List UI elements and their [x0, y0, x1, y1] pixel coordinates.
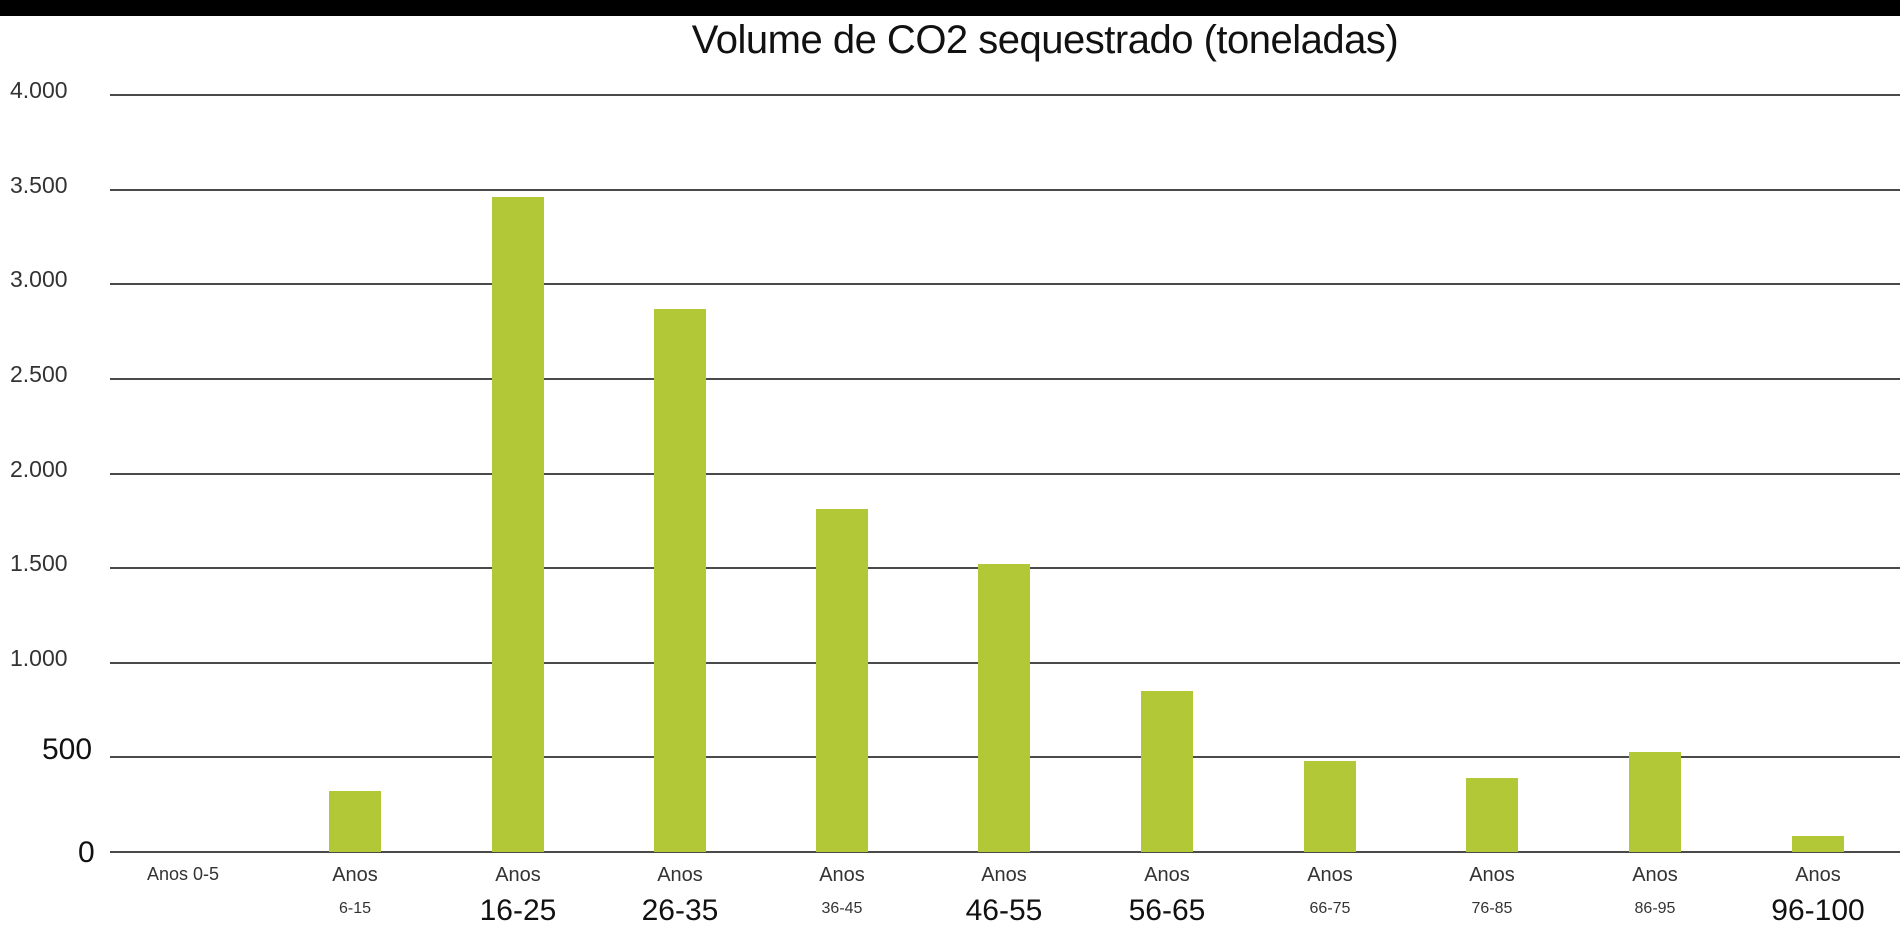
x-tick-label-line2: 26-35: [641, 894, 719, 927]
plot-area: [110, 94, 1900, 853]
x-tick-label: Anos 26-35: [610, 864, 750, 928]
bar: [816, 509, 868, 852]
x-tick-label-line1: Anos: [495, 864, 541, 886]
y-tick-label: 1.500: [10, 550, 68, 577]
x-tick-label-line1: Anos: [1632, 864, 1678, 886]
x-tick-label: Anos 16-25: [448, 864, 588, 928]
x-tick-label: Anos 66-75: [1260, 864, 1400, 918]
bar: [1141, 691, 1193, 852]
y-tick-label: 0: [78, 836, 95, 869]
x-tick-label-line2: 46-55: [965, 894, 1043, 927]
bar: [1466, 778, 1518, 852]
x-tick-label-line2: 56-65: [1128, 894, 1206, 927]
bar: [1792, 835, 1844, 852]
x-tick-label-line1: Anos: [1469, 864, 1515, 886]
gridline: [110, 472, 1900, 475]
x-tick-label-line1: Anos: [1144, 864, 1190, 886]
gridline: [110, 377, 1900, 380]
y-tick-label: 2.500: [10, 360, 68, 387]
top-black-band: [0, 0, 1900, 16]
x-tick-label-line1: Anos: [1795, 864, 1841, 886]
y-tick-label: 3.500: [10, 171, 68, 198]
bar: [329, 791, 381, 852]
x-tick-label-line1: Anos 0-5: [146, 864, 220, 884]
x-tick-label-line1: Anos: [1307, 864, 1353, 886]
gridline: [110, 283, 1900, 286]
gridline: [110, 94, 1900, 96]
gridline: [110, 188, 1900, 191]
bar: [1629, 751, 1681, 852]
x-tick-label: Anos 96-100: [1748, 864, 1888, 928]
x-tick-label-line1: Anos: [657, 864, 703, 886]
bar: [654, 308, 706, 852]
x-tick-label-line2: 16-25: [479, 894, 557, 927]
y-tick-label: 3.000: [10, 266, 68, 293]
gridline: [110, 851, 1900, 853]
x-tick-label: Anos 6-15: [285, 864, 425, 918]
x-tick-label: Anos 56-65: [1097, 864, 1237, 928]
y-tick-label: 1.000: [10, 644, 68, 671]
x-tick-label: Anos 46-55: [934, 864, 1074, 928]
x-tick-label-line2: 96-100: [1771, 894, 1865, 927]
bar: [1304, 761, 1356, 852]
x-tick-label-line1: Anos: [332, 864, 378, 886]
x-tick-label: Anos 76-85: [1422, 864, 1562, 918]
x-tick-label: Anos 86-95: [1585, 864, 1725, 918]
x-tick-label-line2: 86-95: [1634, 900, 1676, 917]
bar: [978, 564, 1030, 852]
bar: [492, 197, 544, 852]
x-tick-label-line1: Anos: [981, 864, 1027, 886]
chart-title: Volume de CO2 sequestrado (toneladas): [691, 18, 1399, 62]
y-tick-label: 2.000: [10, 455, 68, 482]
x-tick-label: Anos 0-5: [113, 864, 253, 894]
x-tick-label-line2: 76-85: [1471, 900, 1513, 917]
y-tick-label: 500: [42, 733, 93, 767]
x-tick-label-line2: 66-75: [1309, 900, 1351, 917]
x-tick-label-line2: 36-45: [821, 900, 863, 917]
x-tick-label-line2: 6-15: [338, 900, 372, 917]
x-tick-label: Anos 36-45: [772, 864, 912, 918]
x-tick-label-line1: Anos: [819, 864, 865, 886]
y-tick-label: 4.000: [10, 77, 68, 103]
